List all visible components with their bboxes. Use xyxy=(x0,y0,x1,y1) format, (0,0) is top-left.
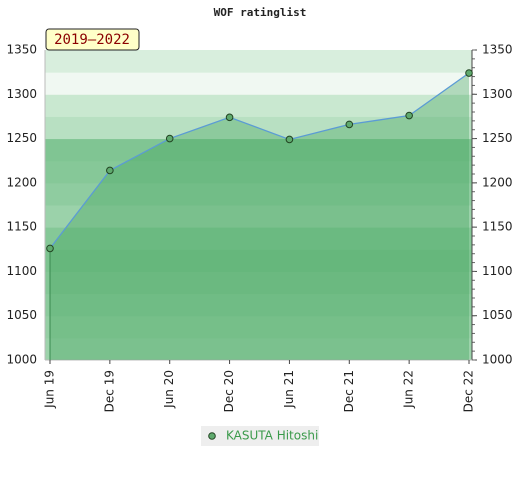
point xyxy=(345,120,354,129)
x-tick-label: Jun 19 xyxy=(43,370,57,409)
point xyxy=(106,166,114,175)
legend-label: KASUTA Hitoshi xyxy=(226,429,318,443)
x-tick-label: Dec 20 xyxy=(222,370,236,412)
point xyxy=(405,111,413,120)
background-band xyxy=(45,205,472,228)
x-tick-label: Dec 22 xyxy=(462,370,476,412)
line xyxy=(49,72,470,249)
y-tick-label: 1350 xyxy=(6,43,37,57)
y2-tick-label: 1100 xyxy=(482,264,513,278)
y2-tick-label: 1350 xyxy=(482,43,513,57)
background-band xyxy=(45,315,472,339)
background-band xyxy=(45,271,472,295)
background-band xyxy=(45,249,472,272)
legend-marker xyxy=(208,432,216,440)
y-tick-label: 1200 xyxy=(6,175,37,189)
background-band xyxy=(45,50,472,73)
annotation-box xyxy=(45,28,140,51)
y2-tick-label: 1150 xyxy=(482,220,513,234)
y2-tick-label: 1300 xyxy=(482,87,513,101)
point xyxy=(46,244,54,253)
point xyxy=(465,69,473,77)
background-band xyxy=(45,227,472,250)
y2-tick-label: 1250 xyxy=(482,131,513,145)
point xyxy=(165,134,174,143)
annotation: 2019–2022 xyxy=(54,32,130,48)
y2-tick-label: 1050 xyxy=(482,308,513,322)
y-tick-label: 1250 xyxy=(6,131,37,145)
legend-box xyxy=(201,426,319,446)
y2-tick-label: 1000 xyxy=(482,353,513,367)
background-band xyxy=(45,160,472,184)
y2-tick-label: 1200 xyxy=(482,175,513,189)
background-band xyxy=(45,94,472,117)
background-band xyxy=(45,182,472,206)
background-band xyxy=(45,138,472,162)
x-tick-label: Dec 19 xyxy=(102,370,116,412)
x-tick-label: Jun 20 xyxy=(162,370,176,409)
chart-title: WOF ratinglist xyxy=(214,6,307,19)
x-tick-label: Jun 21 xyxy=(282,370,296,409)
point xyxy=(225,113,234,122)
y-tick-label: 1000 xyxy=(6,353,37,367)
area xyxy=(50,73,469,361)
x-tick-label: Jun 22 xyxy=(402,370,416,409)
y-tick-label: 1050 xyxy=(6,308,37,322)
y-tick-label: 1150 xyxy=(6,220,37,234)
background-band xyxy=(45,72,472,95)
background-band xyxy=(45,337,472,361)
x-tick-label: Dec 21 xyxy=(342,370,356,412)
background-band xyxy=(45,293,472,317)
point xyxy=(285,135,294,144)
y-tick-label: 1100 xyxy=(6,264,37,278)
y-tick-label: 1300 xyxy=(6,87,37,101)
